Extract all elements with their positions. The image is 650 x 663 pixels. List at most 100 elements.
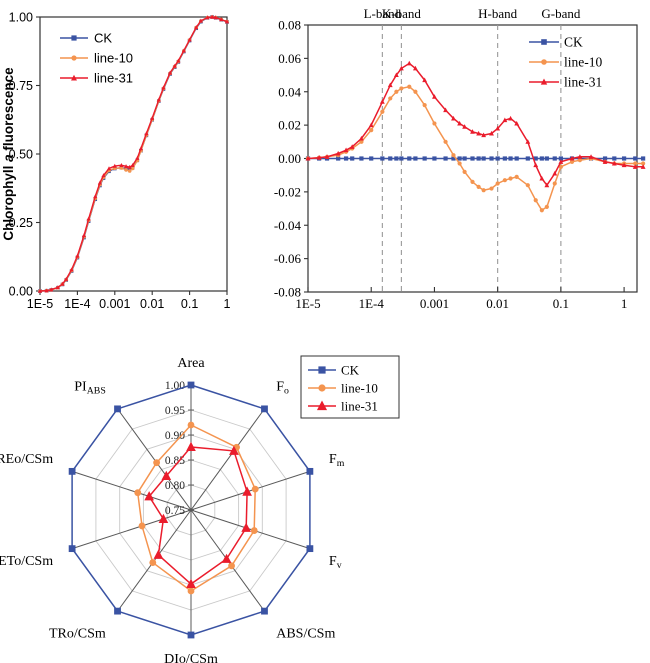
- marker-square: [394, 156, 399, 161]
- marker-triangle: [224, 19, 230, 24]
- marker-triangle: [127, 164, 132, 169]
- radar-axis-label: Fv: [329, 554, 342, 571]
- marker-square: [318, 366, 326, 374]
- marker-circle: [138, 522, 146, 530]
- series-line-31: [144, 441, 252, 588]
- marker-triangle: [150, 115, 155, 120]
- marker-triangle: [123, 164, 129, 169]
- x-tick-label: 0.01: [140, 297, 164, 311]
- marker-triangle: [60, 281, 65, 286]
- marker-circle: [71, 55, 77, 61]
- x-tick-label: 0.001: [420, 296, 449, 311]
- marker-square: [68, 467, 76, 475]
- marker-circle: [134, 489, 142, 497]
- x-tick-label: 0.01: [486, 296, 509, 311]
- marker-triangle: [44, 288, 49, 293]
- marker-circle: [552, 181, 557, 186]
- marker-circle: [413, 89, 418, 94]
- marker-triangle: [451, 115, 456, 121]
- marker-triangle: [393, 72, 399, 78]
- x-tick-label: 1E-5: [27, 297, 53, 311]
- y-tick-label: -0.02: [274, 184, 301, 199]
- marker-triangle: [144, 131, 149, 136]
- y-tick-label: -0.06: [274, 251, 302, 266]
- marker-triangle: [86, 216, 91, 221]
- marker-circle: [514, 174, 519, 179]
- legend-label: CK: [564, 35, 583, 50]
- marker-square: [261, 405, 268, 413]
- marker-circle: [380, 109, 385, 114]
- marker-square: [432, 156, 437, 161]
- marker-circle: [462, 169, 467, 174]
- marker-circle: [539, 208, 544, 213]
- legend-label: CK: [341, 363, 360, 378]
- legend: CK line-10 line-31: [60, 31, 133, 86]
- marker-circle: [388, 96, 393, 101]
- marker-triangle: [588, 154, 594, 159]
- marker-triangle: [533, 162, 539, 168]
- marker-circle: [124, 168, 128, 172]
- marker-triangle: [349, 144, 355, 149]
- radar-axis-label: Fo: [276, 380, 289, 397]
- marker-triangle: [158, 513, 169, 523]
- marker-triangle: [242, 486, 252, 496]
- marker-circle: [422, 103, 427, 108]
- marker-circle: [577, 158, 583, 163]
- parameter-radar-chart: 1.000.950.900.850.800.75AreaFoFmFvABS/CS…: [0, 355, 400, 663]
- marker-circle: [127, 169, 132, 173]
- marker-triangle: [172, 63, 177, 68]
- y-tick-label: 1.00: [9, 11, 33, 25]
- legend-label: CK: [94, 31, 112, 46]
- marker-triangle: [153, 549, 164, 559]
- x-tick-label: 1E-5: [295, 296, 320, 311]
- y-tick-label: 0.08: [278, 18, 301, 33]
- marker-circle: [251, 485, 259, 493]
- marker-circle: [359, 139, 364, 144]
- marker-square: [187, 381, 195, 389]
- marker-square: [187, 631, 195, 639]
- series-CK: [38, 15, 229, 293]
- band-label: H-band: [478, 6, 517, 21]
- marker-triangle: [101, 173, 106, 178]
- radar-axis-label: REo/CSm: [0, 452, 53, 467]
- x-tick-label: 0.001: [99, 297, 130, 311]
- marker-triangle: [552, 170, 558, 176]
- axes: 0.08 0.06 0.04 0.02 0.00 -0.02 -0.04 -0.06 -0.08…: [274, 18, 627, 312]
- marker-square: [495, 156, 500, 161]
- marker-square: [114, 607, 121, 615]
- marker-square: [68, 545, 76, 553]
- marker-triangle: [379, 99, 385, 104]
- x-tick-label: 1E-4: [64, 297, 90, 311]
- x-tick-label: 0.1: [553, 296, 569, 311]
- radar-axis-label: PIABS: [74, 380, 106, 397]
- marker-square: [470, 156, 475, 161]
- marker-triangle: [305, 155, 311, 161]
- marker-circle: [489, 186, 494, 191]
- marker-circle: [451, 153, 456, 158]
- marker-triangle: [335, 150, 341, 156]
- y-axis-title: Chlorophyll a fluorescence: [1, 67, 16, 241]
- y-tick-label: 0.25: [9, 216, 33, 230]
- marker-circle: [443, 139, 448, 144]
- marker-circle: [432, 121, 437, 126]
- marker-triangle: [97, 180, 102, 185]
- marker-triangle: [69, 267, 74, 272]
- marker-triangle: [161, 470, 172, 481]
- radial-tick-label: 0.95: [165, 405, 185, 417]
- marker-square: [457, 156, 462, 161]
- marker-circle: [228, 562, 235, 570]
- marker-triangle: [37, 288, 43, 293]
- marker-square: [525, 156, 530, 161]
- marker-triangle: [93, 194, 98, 199]
- marker-circle: [525, 183, 530, 188]
- marker-triangle: [544, 182, 550, 188]
- marker-triangle: [186, 441, 196, 451]
- marker-circle: [187, 421, 195, 429]
- y-tick-label: 0.00: [278, 151, 301, 166]
- marker-circle: [633, 161, 638, 166]
- marker-triangle: [187, 37, 192, 42]
- marker-triangle: [481, 132, 487, 138]
- marker-triangle: [502, 117, 508, 123]
